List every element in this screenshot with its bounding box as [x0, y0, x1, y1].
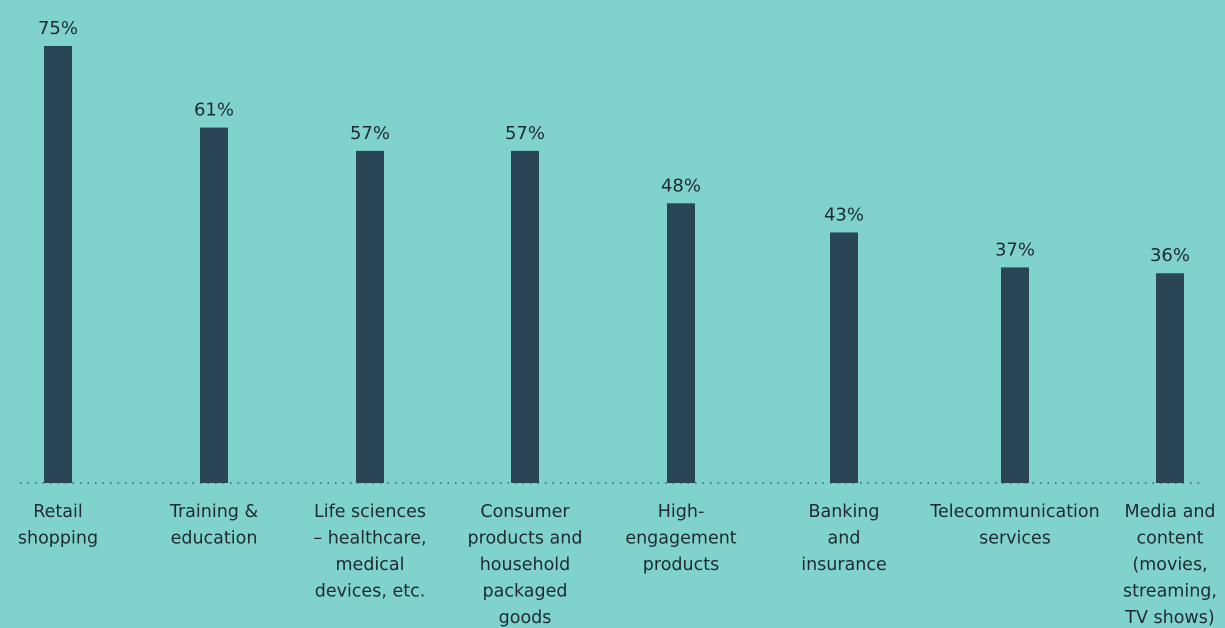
value-label-1: 61%: [194, 100, 234, 121]
category-label-5: Banking and insurance: [801, 502, 887, 575]
category-label-line: streaming,: [1123, 582, 1217, 602]
category-label-line: education: [171, 529, 258, 549]
category-label-line: Media and: [1124, 502, 1215, 522]
bar-3: [511, 150, 539, 483]
category-label-line: Training &: [169, 502, 259, 522]
category-label-line: devices, etc.: [315, 582, 426, 602]
value-label-2: 57%: [350, 123, 390, 144]
category-label-line: Telecommunication: [929, 502, 1099, 522]
bar-0: [44, 46, 72, 483]
bar-7: [1156, 273, 1184, 483]
value-label-4: 48%: [661, 175, 701, 196]
category-label-line: household: [480, 555, 571, 575]
bar-6: [1001, 267, 1029, 483]
category-label-line: Consumer: [480, 502, 570, 522]
category-label-0: Retail shopping: [18, 502, 98, 549]
category-label-1: Training & education: [169, 502, 259, 549]
value-label-7: 36%: [1150, 245, 1190, 266]
value-label-3: 57%: [505, 123, 545, 144]
category-label-line: – healthcare,: [313, 529, 426, 549]
category-label-line: Retail: [33, 502, 82, 522]
category-label-line: engagement: [625, 529, 736, 549]
category-label-line: (movies,: [1132, 555, 1207, 575]
value-label-6: 37%: [995, 239, 1035, 260]
category-label-line: and: [828, 529, 861, 549]
category-label-line: products: [643, 555, 719, 575]
bar-4: [667, 203, 695, 483]
bar-2: [356, 150, 384, 483]
category-label-line: products and: [468, 529, 583, 549]
category-label-line: Life sciences: [314, 502, 426, 522]
value-label-0: 75%: [38, 18, 78, 39]
category-label-line: packaged: [483, 582, 568, 602]
category-label-4: High-engagement products: [625, 502, 736, 575]
category-label-2: Life sciences – healthcare, medical devices…: [313, 502, 426, 602]
category-label-line: medical: [336, 555, 405, 575]
category-label-3: Consumer products and household packaged goo…: [468, 502, 583, 628]
category-label-line: Banking: [808, 502, 879, 522]
category-label-line: services: [979, 529, 1051, 549]
category-label-6: Telecommunication services: [929, 502, 1099, 549]
category-label-line: High-: [658, 502, 705, 522]
category-label-line: shopping: [18, 529, 98, 549]
category-label-line: goods: [499, 608, 552, 628]
category-label-line: content: [1136, 529, 1203, 549]
category-label-line: TV shows): [1124, 608, 1214, 628]
category-label-7: Media and content (movies, streaming, TV sho…: [1123, 502, 1217, 628]
category-label-line: insurance: [801, 555, 887, 575]
bar-1: [200, 127, 228, 483]
bar-5: [830, 232, 858, 483]
value-label-5: 43%: [824, 204, 864, 225]
